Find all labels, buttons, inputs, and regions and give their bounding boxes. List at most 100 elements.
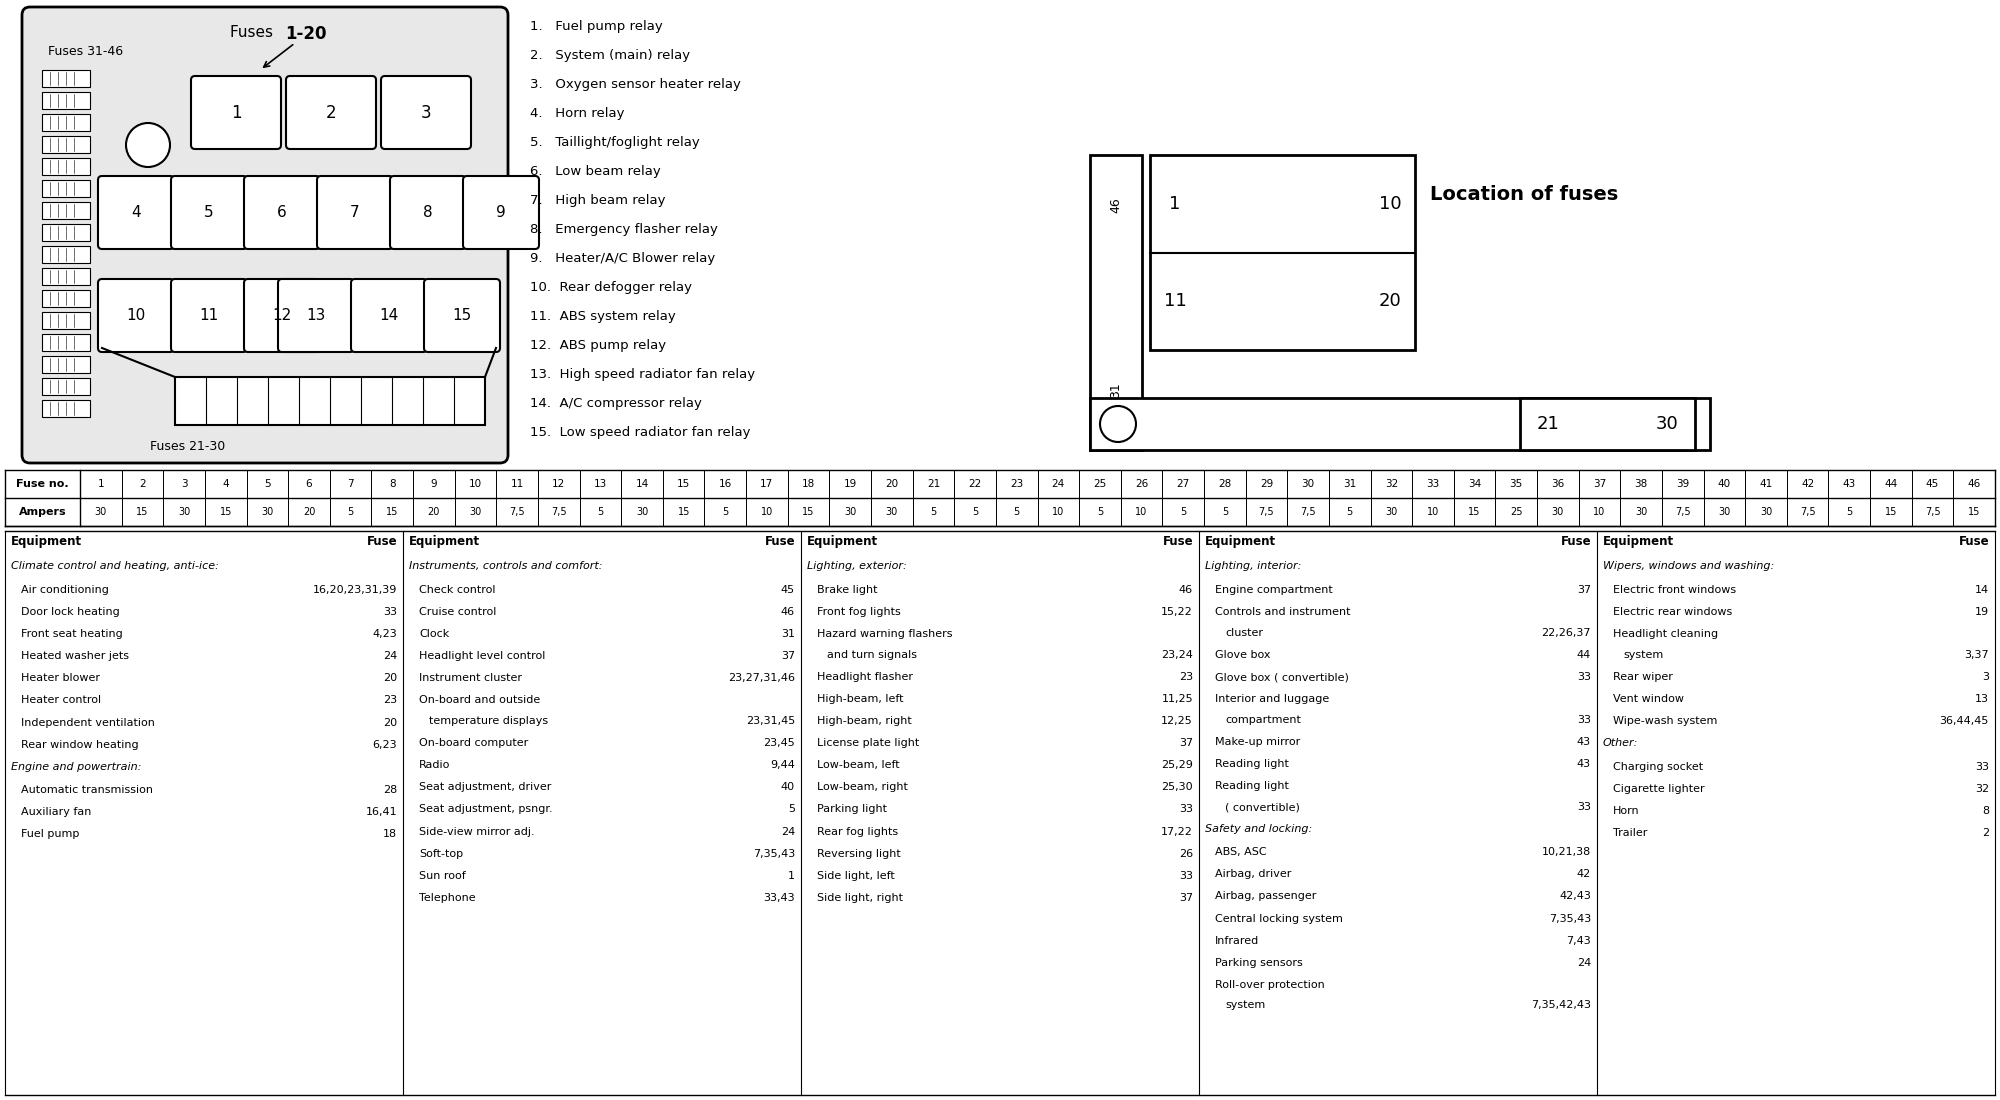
Text: 30: 30 — [1656, 415, 1678, 433]
Text: Heater blower: Heater blower — [20, 673, 100, 683]
Text: Climate control and heating, anti-ice:: Climate control and heating, anti-ice: — [12, 561, 218, 571]
Text: 25: 25 — [1094, 478, 1106, 490]
Text: 25,30: 25,30 — [1162, 782, 1192, 792]
Text: 7,5: 7,5 — [1674, 507, 1690, 517]
Text: 16: 16 — [718, 478, 732, 490]
Text: 5: 5 — [1014, 507, 1020, 517]
Text: Glove box: Glove box — [1216, 650, 1270, 660]
Text: Fuse: Fuse — [764, 535, 796, 548]
Text: 4,23: 4,23 — [372, 629, 396, 639]
Text: 33: 33 — [1576, 672, 1592, 682]
Text: 46: 46 — [1110, 197, 1122, 213]
Text: Lighting, interior:: Lighting, interior: — [1204, 561, 1302, 571]
Text: Rear fog lights: Rear fog lights — [818, 826, 898, 836]
Bar — [1090, 155, 1142, 450]
Text: Fuse: Fuse — [1560, 535, 1592, 548]
Text: Make-up mirror: Make-up mirror — [1216, 737, 1300, 747]
Text: Front fog lights: Front fog lights — [818, 607, 900, 617]
Bar — [42, 136, 90, 153]
Text: Reading light: Reading light — [1216, 781, 1288, 791]
Bar — [176, 377, 484, 425]
Text: Equipment: Equipment — [410, 535, 480, 548]
Text: 5.   Taillight/foglight relay: 5. Taillight/foglight relay — [530, 136, 700, 149]
Text: 5: 5 — [598, 507, 604, 517]
Text: 44: 44 — [1576, 650, 1592, 660]
Text: 42: 42 — [1576, 869, 1592, 879]
Text: 10,21,38: 10,21,38 — [1542, 847, 1592, 857]
Text: 11: 11 — [510, 478, 524, 490]
Text: 10: 10 — [468, 478, 482, 490]
Text: Engine compartment: Engine compartment — [1216, 585, 1332, 595]
Text: Airbag, passenger: Airbag, passenger — [1216, 891, 1316, 902]
Text: 24: 24 — [1576, 958, 1592, 968]
Text: 26: 26 — [1134, 478, 1148, 490]
Text: Side-view mirror adj.: Side-view mirror adj. — [420, 826, 534, 836]
FancyBboxPatch shape — [98, 176, 174, 249]
Text: 21: 21 — [1536, 415, 1560, 433]
Bar — [42, 334, 90, 351]
FancyBboxPatch shape — [316, 176, 392, 249]
Text: 1.   Fuel pump relay: 1. Fuel pump relay — [530, 20, 662, 33]
Text: Instruments, controls and comfort:: Instruments, controls and comfort: — [410, 561, 602, 571]
Text: 2: 2 — [1982, 828, 1988, 838]
Text: 20: 20 — [428, 507, 440, 517]
Text: 5: 5 — [722, 507, 728, 517]
Text: Cigarette lighter: Cigarette lighter — [1612, 783, 1704, 794]
Text: 4: 4 — [222, 478, 230, 490]
Text: 22,26,37: 22,26,37 — [1542, 628, 1592, 638]
Text: 15,22: 15,22 — [1162, 607, 1192, 617]
Text: 15: 15 — [220, 507, 232, 517]
Text: Sun roof: Sun roof — [420, 870, 466, 881]
Bar — [42, 180, 90, 197]
Text: 20: 20 — [886, 478, 898, 490]
Text: Interior and luggage: Interior and luggage — [1216, 694, 1330, 704]
Text: 30: 30 — [636, 507, 648, 517]
Text: 45: 45 — [1926, 478, 1940, 490]
Text: 11: 11 — [200, 308, 218, 323]
Text: 30: 30 — [1760, 507, 1772, 517]
Text: 15: 15 — [678, 478, 690, 490]
Text: 30: 30 — [94, 507, 106, 517]
Bar — [42, 158, 90, 175]
Text: 1-20: 1-20 — [286, 25, 326, 43]
Text: 30: 30 — [1636, 507, 1648, 517]
Text: Front seat heating: Front seat heating — [20, 629, 122, 639]
Text: Reversing light: Reversing light — [818, 848, 900, 859]
Text: 8.   Emergency flasher relay: 8. Emergency flasher relay — [530, 223, 718, 236]
Text: 10: 10 — [1426, 507, 1440, 517]
FancyBboxPatch shape — [244, 176, 320, 249]
Text: 4.   Horn relay: 4. Horn relay — [530, 107, 624, 120]
Text: 9: 9 — [430, 478, 438, 490]
Text: 17,22: 17,22 — [1162, 826, 1192, 836]
Text: Air conditioning: Air conditioning — [20, 585, 108, 595]
Text: 7,5: 7,5 — [1258, 507, 1274, 517]
Text: Parking light: Parking light — [818, 804, 888, 814]
Text: 10: 10 — [1378, 195, 1402, 212]
Text: 6: 6 — [278, 205, 286, 220]
Text: 37: 37 — [1592, 478, 1606, 490]
Text: Fuse: Fuse — [366, 535, 396, 548]
Text: Engine and powertrain:: Engine and powertrain: — [12, 761, 142, 771]
Text: Electric front windows: Electric front windows — [1612, 585, 1736, 595]
Text: 19: 19 — [1974, 607, 1988, 617]
Text: Trailer: Trailer — [1612, 828, 1648, 838]
Bar — [42, 312, 90, 329]
Text: Instrument cluster: Instrument cluster — [420, 673, 522, 683]
Text: Hazard warning flashers: Hazard warning flashers — [818, 629, 952, 639]
Text: 1: 1 — [788, 870, 796, 881]
Text: 5: 5 — [972, 507, 978, 517]
Text: 39: 39 — [1676, 478, 1690, 490]
Text: Wipers, windows and washing:: Wipers, windows and washing: — [1604, 561, 1774, 571]
Text: 15: 15 — [1968, 507, 1980, 517]
Text: 34: 34 — [1468, 478, 1482, 490]
Text: 7,5: 7,5 — [1924, 507, 1940, 517]
Text: system: system — [1624, 650, 1664, 660]
Text: 3.   Oxygen sensor heater relay: 3. Oxygen sensor heater relay — [530, 78, 740, 91]
Bar — [42, 114, 90, 131]
Text: 20: 20 — [302, 507, 316, 517]
Text: 21: 21 — [926, 478, 940, 490]
Text: Independent ventilation: Independent ventilation — [20, 717, 154, 727]
Text: 29: 29 — [1260, 478, 1274, 490]
FancyBboxPatch shape — [192, 76, 280, 148]
Text: ABS, ASC: ABS, ASC — [1216, 847, 1266, 857]
